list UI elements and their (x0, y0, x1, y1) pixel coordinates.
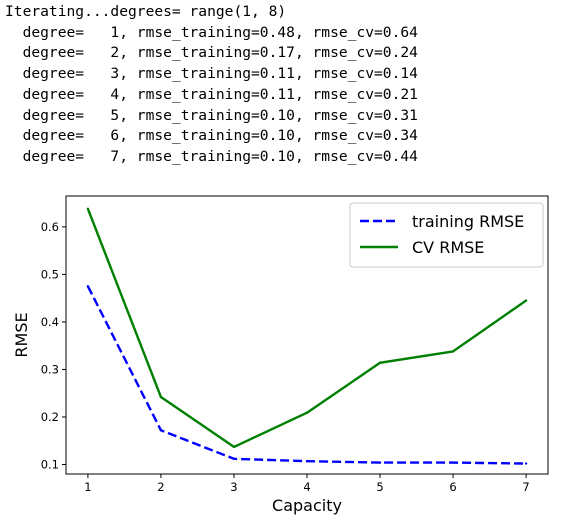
data-point (86, 207, 90, 211)
x-tick-label: 3 (230, 480, 237, 494)
data-point (524, 299, 528, 302)
legend-box (349, 202, 544, 268)
console-output: Iterating...degrees= range(1, 8) degree=… (5, 2, 418, 168)
x-tick-label: 7 (522, 480, 529, 494)
plot-legend: training RMSE CV RMSE (349, 202, 544, 268)
data-point (305, 459, 309, 463)
x-tick-label: 4 (303, 480, 310, 494)
y-tick-label: 0.6 (41, 220, 59, 234)
console-line: degree= 2, rmse_training=0.17, rmse_cv=0… (5, 44, 418, 62)
console-line: degree= 5, rmse_training=0.10, rmse_cv=0… (5, 106, 418, 124)
data-point (159, 429, 163, 432)
console-line: degree= 4, rmse_training=0.11, rmse_cv=0… (5, 85, 418, 103)
y-tick-label: 0.2 (41, 410, 59, 424)
console-line: degree= 7, rmse_training=0.10, rmse_cv=0… (5, 147, 418, 165)
y-tick-label: 0.3 (41, 362, 59, 376)
data-point (524, 462, 528, 465)
x-axis-label: Capacity (272, 496, 342, 515)
data-point (378, 361, 382, 364)
y-tick-label: 0.4 (41, 315, 59, 329)
plot-series (86, 207, 528, 465)
console-line: degree= 1, rmse_training=0.48, rmse_cv=0… (5, 23, 418, 41)
data-point (159, 395, 163, 399)
data-point (305, 411, 309, 414)
data-point (232, 445, 236, 449)
x-tick-label: 2 (157, 480, 164, 494)
console-line: degree= 6, rmse_training=0.10, rmse_cv=0… (5, 127, 418, 145)
data-point (86, 285, 90, 288)
y-tick-label: 0.5 (41, 267, 59, 281)
data-point (232, 457, 236, 460)
legend-label: CV RMSE (412, 238, 484, 257)
console-line: degree= 3, rmse_training=0.11, rmse_cv=0… (5, 65, 418, 83)
console-header: Iterating...degrees= range(1, 8) (5, 3, 287, 20)
data-point (378, 461, 382, 464)
plot-axes: 1 2 3 4 5 6 7 0.1 0.2 0.3 0.4 0.5 0.6 Capacity RMSE (12, 195, 549, 515)
y-axis-label: RMSE (12, 312, 31, 357)
data-point (451, 461, 455, 464)
data-point (451, 350, 455, 353)
x-tick-label: 1 (84, 480, 91, 494)
y-tick-label: 0.1 (41, 457, 59, 471)
x-tick-label: 6 (449, 480, 456, 494)
legend-label: training RMSE (412, 212, 524, 231)
x-tick-label: 5 (376, 480, 383, 494)
